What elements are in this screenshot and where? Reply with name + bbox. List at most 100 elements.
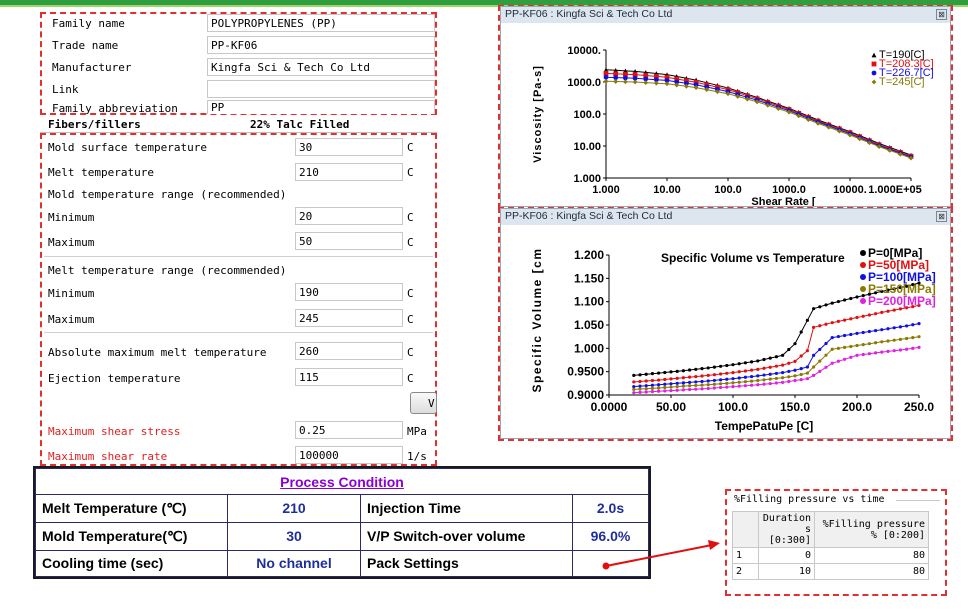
data-point — [793, 378, 797, 383]
data-point — [905, 284, 909, 288]
row-index: 1 — [732, 547, 759, 564]
data-point — [743, 361, 747, 365]
data-point — [843, 298, 847, 302]
max-shear-rate-field[interactable]: 100000 — [295, 446, 403, 464]
data-point — [719, 385, 723, 390]
legend-entry: T=226.7[C] — [879, 67, 934, 79]
link-field[interactable] — [207, 80, 435, 98]
data-point — [867, 292, 871, 296]
table-row: Cooling time (sec) No channel Pack Setti… — [35, 549, 649, 577]
data-point — [731, 385, 735, 389]
data-point — [638, 390, 642, 394]
family-name-field[interactable]: POLYPROPYLENES (PP) — [207, 14, 435, 32]
data-point — [719, 372, 723, 376]
x-tick-label: 10000. — [833, 184, 867, 196]
manufacturer-field[interactable]: Kingfa Sci & Tech Co Ltd — [207, 58, 435, 76]
row-index: 2 — [732, 563, 759, 580]
close-icon[interactable]: ⊠ — [936, 211, 947, 222]
mold-surface-temp-field[interactable]: 30 — [295, 138, 403, 156]
legend-entry: P=150[MPa] — [868, 282, 936, 296]
processing-properties-panel — [40, 133, 437, 466]
data-point — [731, 363, 735, 367]
data-point — [731, 371, 735, 375]
data-point — [874, 341, 878, 345]
data-point — [684, 83, 689, 89]
y-tick-label: 1.000 — [573, 173, 601, 185]
mold-max-field[interactable]: 50 — [295, 232, 403, 250]
data-point — [818, 324, 822, 328]
data-point — [849, 296, 853, 301]
data-point — [786, 109, 792, 115]
data-point — [693, 82, 699, 88]
data-point — [675, 381, 679, 385]
data-point — [880, 340, 884, 344]
data-point — [898, 307, 902, 311]
data-point — [874, 329, 878, 333]
duration-cell[interactable]: 10 — [758, 563, 815, 580]
max-shear-stress-field[interactable]: 0.25 — [295, 421, 403, 439]
data-point — [675, 369, 679, 373]
data-point — [762, 378, 766, 382]
process-condition-header: Process Condition — [35, 468, 649, 495]
data-point — [712, 382, 716, 386]
melt-min-field[interactable]: 190 — [295, 283, 403, 301]
data-point — [669, 382, 673, 386]
viscosity-window-title: PP-KF06 : Kingfa Sci & Tech Co Ltd — [501, 7, 950, 23]
abs-max-melt-temp-field[interactable]: 260 — [295, 342, 403, 360]
x-tick-label: 1000.0 — [772, 184, 806, 196]
data-point — [737, 384, 741, 388]
melt-temp-field[interactable]: 210 — [295, 163, 403, 181]
data-point — [712, 378, 716, 383]
data-point — [669, 385, 673, 389]
data-point — [793, 359, 797, 363]
family-abbrev-field[interactable]: PP — [207, 100, 435, 114]
data-point — [712, 373, 716, 377]
pvt-window: PP-KF06 : Kingfa Sci & Tech Co Ltd ⊠ 0.9… — [500, 208, 951, 439]
data-point — [725, 363, 729, 368]
trade-name-field[interactable]: PP-KF06 — [207, 36, 435, 54]
data-point — [824, 365, 828, 369]
view-button[interactable]: V — [410, 392, 437, 414]
data-point — [917, 335, 921, 339]
pressure-cell[interactable]: 80 — [814, 563, 929, 580]
material-identity-panel — [40, 12, 437, 115]
x-tick-label: 50.00 — [656, 400, 686, 414]
data-point — [855, 295, 859, 299]
duration-cell[interactable]: 0 — [758, 547, 815, 564]
data-point — [898, 348, 902, 352]
data-point — [793, 374, 797, 378]
y-tick-label: 1000.0 — [567, 77, 601, 89]
data-point — [867, 140, 872, 146]
data-point — [756, 378, 760, 383]
process-label: V/P Switch-over volume — [360, 521, 573, 551]
x-tick-label: 150.0 — [780, 400, 810, 414]
fibers-fillers-row: Fibers/fillers 22% Talc Filled — [40, 117, 437, 133]
data-point — [806, 117, 811, 122]
y-tick-label: 1.150 — [574, 271, 604, 285]
melt-max-field[interactable]: 245 — [295, 309, 403, 327]
data-point — [650, 372, 654, 376]
y-tick-label: 10000. — [567, 45, 601, 57]
data-point — [664, 74, 670, 80]
mold-min-field[interactable]: 20 — [295, 207, 403, 225]
data-point — [898, 337, 902, 341]
data-point — [743, 380, 747, 384]
pressure-cell[interactable]: 80 — [814, 547, 929, 564]
data-point — [650, 383, 654, 387]
data-point — [663, 385, 667, 390]
data-point — [644, 384, 648, 388]
data-point — [706, 383, 710, 387]
data-point — [663, 377, 667, 382]
close-icon[interactable]: ⊠ — [936, 9, 947, 20]
data-point — [824, 341, 828, 346]
data-point — [880, 289, 884, 293]
x-tick-label: 0.0000 — [591, 400, 628, 414]
data-point — [688, 368, 692, 372]
data-point — [787, 369, 791, 374]
data-point — [674, 82, 680, 88]
data-point — [812, 307, 816, 311]
data-point — [824, 322, 828, 326]
data-point — [871, 70, 877, 76]
data-point — [725, 91, 731, 97]
ejection-temp-field[interactable]: 115 — [295, 368, 403, 386]
